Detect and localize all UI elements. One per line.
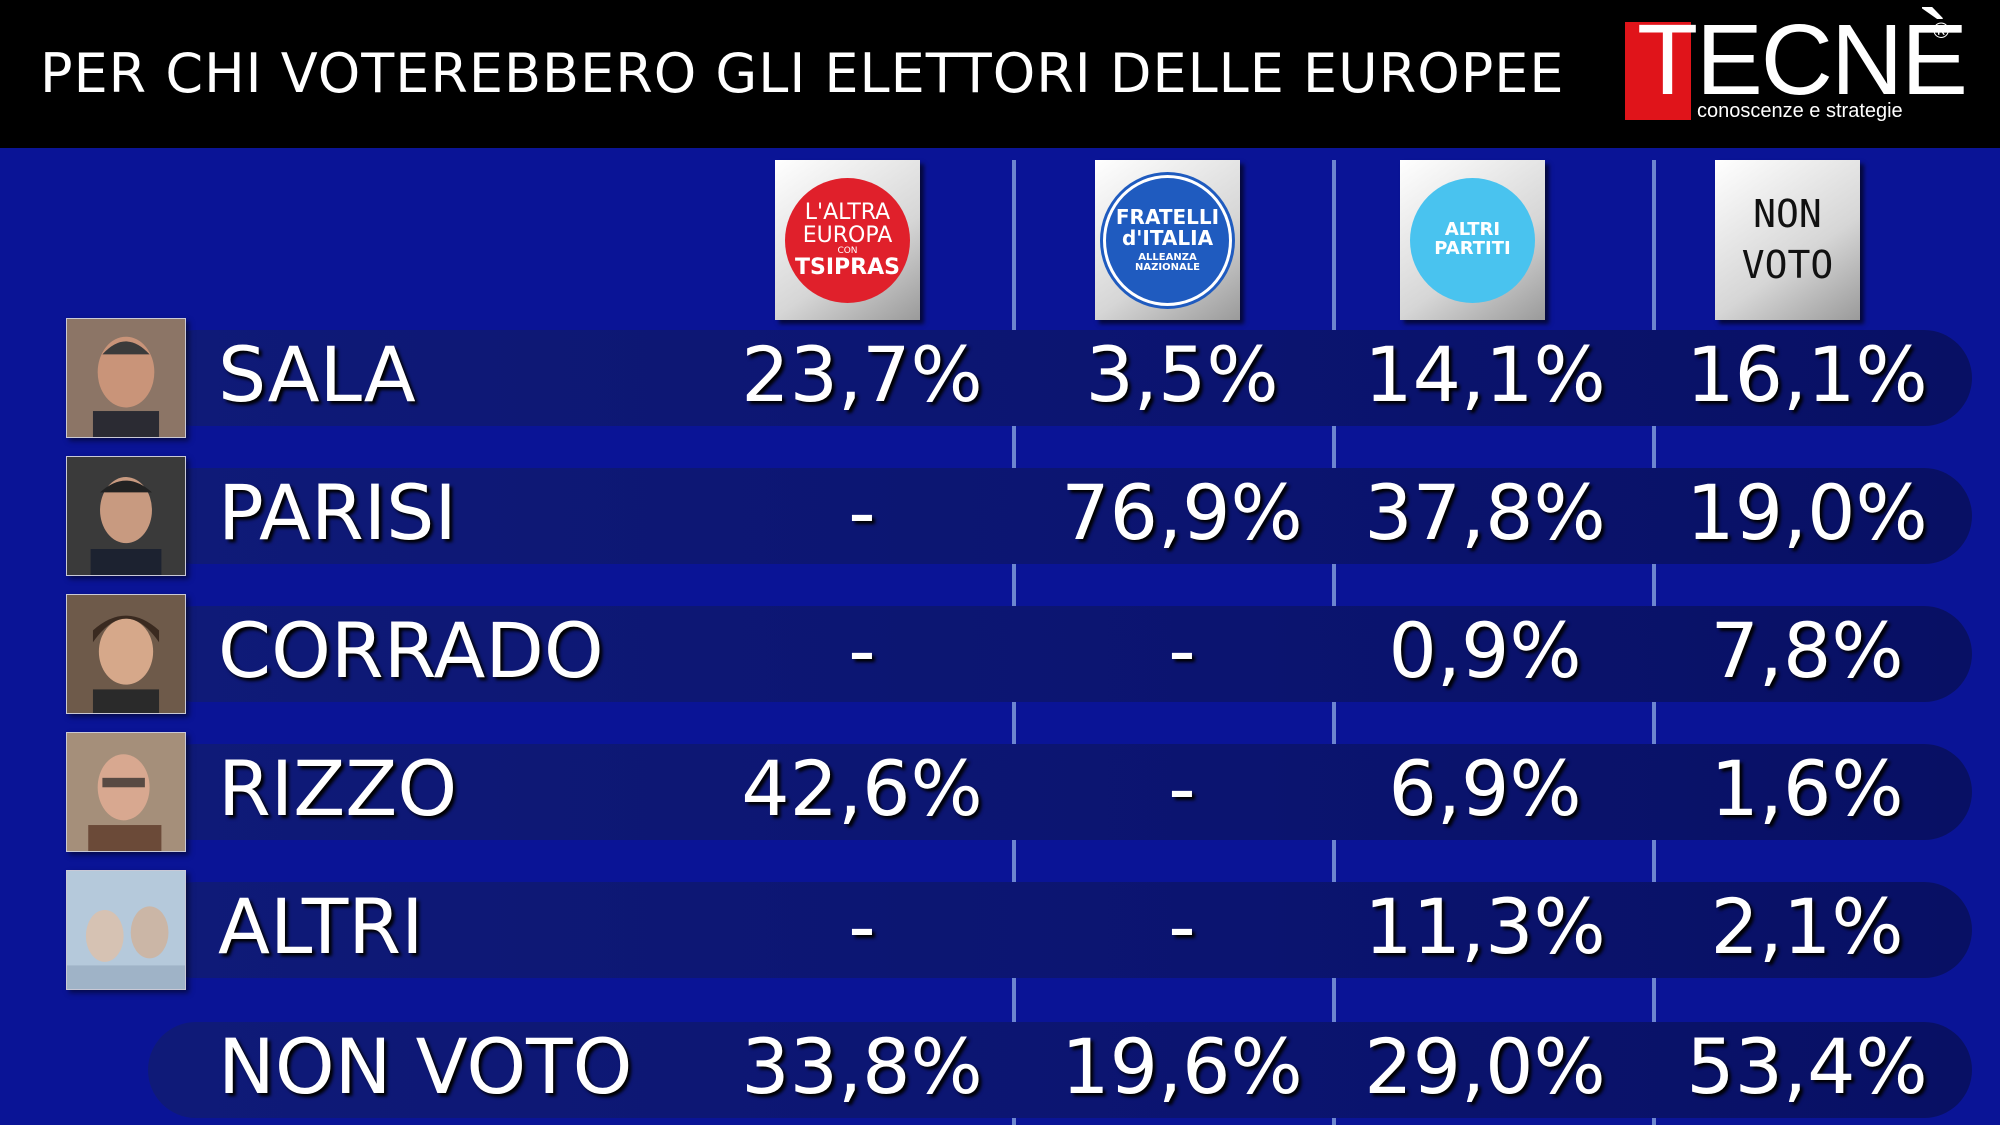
avatar-parisi — [66, 456, 186, 576]
avatar-rizzo — [66, 732, 186, 852]
row-label-non-voto: NON VOTO — [218, 1022, 633, 1111]
logo-text: TSIPRAS — [795, 255, 900, 281]
table-cell: 3,5% — [1085, 330, 1279, 419]
table-cell: 23,7% — [741, 330, 983, 419]
table-cell: 37,8% — [1364, 468, 1606, 557]
logo-text: CON — [837, 245, 858, 256]
logo-red-block — [1625, 22, 1691, 120]
logo-text: FRATELLI d'ITALIA — [1115, 204, 1220, 250]
table-cell: 33,8% — [741, 1022, 983, 1111]
table-cell: 53,4% — [1686, 1022, 1928, 1111]
table-cell: 0,9% — [1388, 606, 1582, 695]
table-cell: 29,0% — [1364, 1022, 1606, 1111]
altra-europa-logo: L'ALTRA EUROPA CON TSIPRAS — [775, 160, 920, 320]
table-cell: 16,1% — [1686, 330, 1928, 419]
fratelli-italia-logo: FRATELLI d'ITALIA ALLEANZA NAZIONALE — [1095, 160, 1240, 320]
row-band — [148, 468, 1972, 564]
logo-tagline: conoscenze e strategie — [1697, 100, 1903, 122]
registered-mark: ® — [1933, 18, 1950, 43]
row-band — [148, 1022, 1972, 1118]
table-cell: 42,6% — [741, 744, 983, 833]
altri-partiti-logo: ALTRI PARTITI — [1400, 160, 1545, 320]
table-cell: - — [1168, 882, 1196, 971]
logo-text: VOTO — [1741, 243, 1834, 287]
table-cell: - — [1168, 744, 1196, 833]
logo-text: ALLEANZA NAZIONALE — [1135, 251, 1200, 273]
table-cell: 7,8% — [1710, 606, 1904, 695]
tecne-logo: TECNÈ ® conoscenze e strategie — [1625, 10, 1968, 123]
logo-text: L'ALTRA — [804, 199, 891, 225]
row-label-altri: ALTRI — [218, 882, 424, 971]
table-cell: 11,3% — [1364, 882, 1606, 971]
table-cell: 19,6% — [1061, 1022, 1303, 1111]
table-cell: 76,9% — [1061, 468, 1303, 557]
table-cell: 19,0% — [1686, 468, 1928, 557]
row-label-parisi: PARISI — [218, 468, 457, 557]
row-band — [148, 330, 1972, 426]
table-cell: 14,1% — [1364, 330, 1606, 419]
row-band — [148, 606, 1972, 702]
table-cell: 2,1% — [1710, 882, 1904, 971]
logo-text: ALTRI PARTITI — [1434, 219, 1511, 259]
row-label-sala: SALA — [218, 330, 416, 419]
row-band — [148, 744, 1972, 840]
table-cell: - — [848, 468, 876, 557]
page-title: PER CHI VOTEREBBERO GLI ELETTORI DELLE E… — [40, 42, 1565, 105]
table-cell: - — [1168, 606, 1196, 695]
table-cell: 1,6% — [1710, 744, 1904, 833]
non-voto-logo: NON VOTO — [1715, 160, 1860, 320]
avatar-altri — [66, 870, 186, 990]
avatar-sala — [66, 318, 186, 438]
avatar-corrado — [66, 594, 186, 714]
header-bar: PER CHI VOTEREBBERO GLI ELETTORI DELLE E… — [0, 0, 2000, 148]
logo-text: EUROPA — [802, 222, 893, 248]
table-cell: - — [848, 882, 876, 971]
table-cell: 6,9% — [1388, 744, 1582, 833]
logo-wordmark: TECNÈ — [1637, 4, 1968, 116]
row-label-rizzo: RIZZO — [218, 744, 458, 833]
row-band — [148, 882, 1972, 978]
table-cell: - — [848, 606, 876, 695]
row-label-corrado: CORRADO — [218, 606, 604, 695]
logo-text: NON — [1753, 191, 1822, 236]
